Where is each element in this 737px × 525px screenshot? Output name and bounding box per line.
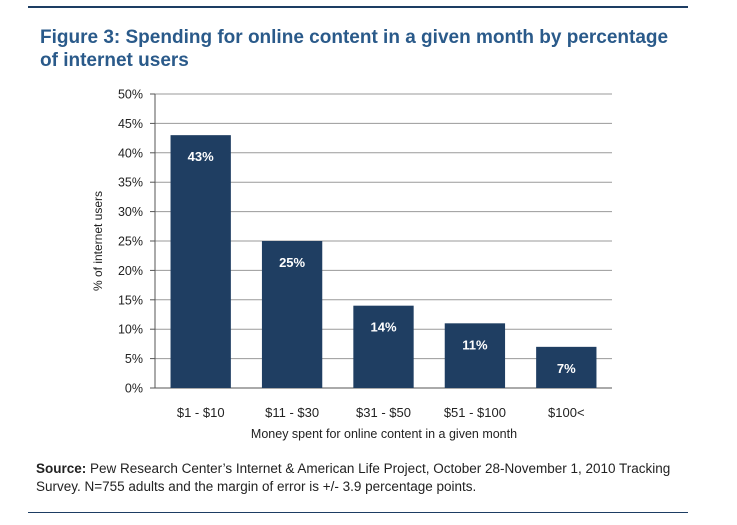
x-tick-label: $1 - $10 (177, 405, 225, 420)
bottom-rule (28, 512, 688, 513)
top-rule (28, 6, 688, 8)
data-label: 7% (557, 361, 576, 376)
y-tick-label: 50% (118, 88, 143, 102)
y-tick-label: 20% (118, 264, 143, 278)
chart-title: Figure 3: Spending for online content in… (40, 27, 669, 71)
x-tick-label: $100< (548, 405, 585, 420)
bar (261, 241, 323, 388)
source-note: Source: Pew Research Center’s Internet &… (36, 460, 696, 496)
data-label: 25% (279, 255, 305, 270)
x-tick-labels: $1 - $10 $11 - $30 $31 - $50 $51 - $100 $100… (177, 405, 585, 420)
x-tick-label: $11 - $30 (265, 405, 319, 420)
y-tick-label: 45% (118, 117, 143, 131)
y-tick-label: 40% (118, 146, 143, 160)
y-tick-label: 35% (118, 176, 143, 190)
bar (353, 305, 414, 388)
x-tick-label: $31 - $50 (356, 405, 411, 420)
y-tick-labels: 0% 5% 10% 15% 20% 25% 30% 35% 40% 45% 50% (118, 88, 143, 396)
bars (170, 135, 597, 388)
source-label: Source: (36, 461, 87, 476)
source-text: Pew Research Center’s Internet & America… (36, 461, 671, 494)
y-axis-label: % of internet users (91, 191, 105, 291)
bar (170, 135, 231, 388)
data-label: 14% (370, 320, 396, 335)
data-labels: 43% 25% 14% 11% 7% (188, 149, 576, 376)
y-tick-label: 0% (125, 382, 143, 396)
bar (444, 323, 506, 388)
data-label: 43% (188, 149, 214, 164)
x-tick-label: $51 - $100 (444, 405, 506, 420)
y-tick-label: 5% (125, 352, 143, 366)
y-tick-label: 10% (118, 323, 143, 337)
x-axis-label: Money spent for online content in a give… (251, 427, 517, 441)
data-label: 11% (462, 337, 488, 352)
y-tick-label: 30% (118, 205, 143, 219)
y-tick-label: 15% (118, 293, 143, 307)
bar (536, 346, 597, 388)
y-tick-label: 25% (118, 235, 143, 249)
